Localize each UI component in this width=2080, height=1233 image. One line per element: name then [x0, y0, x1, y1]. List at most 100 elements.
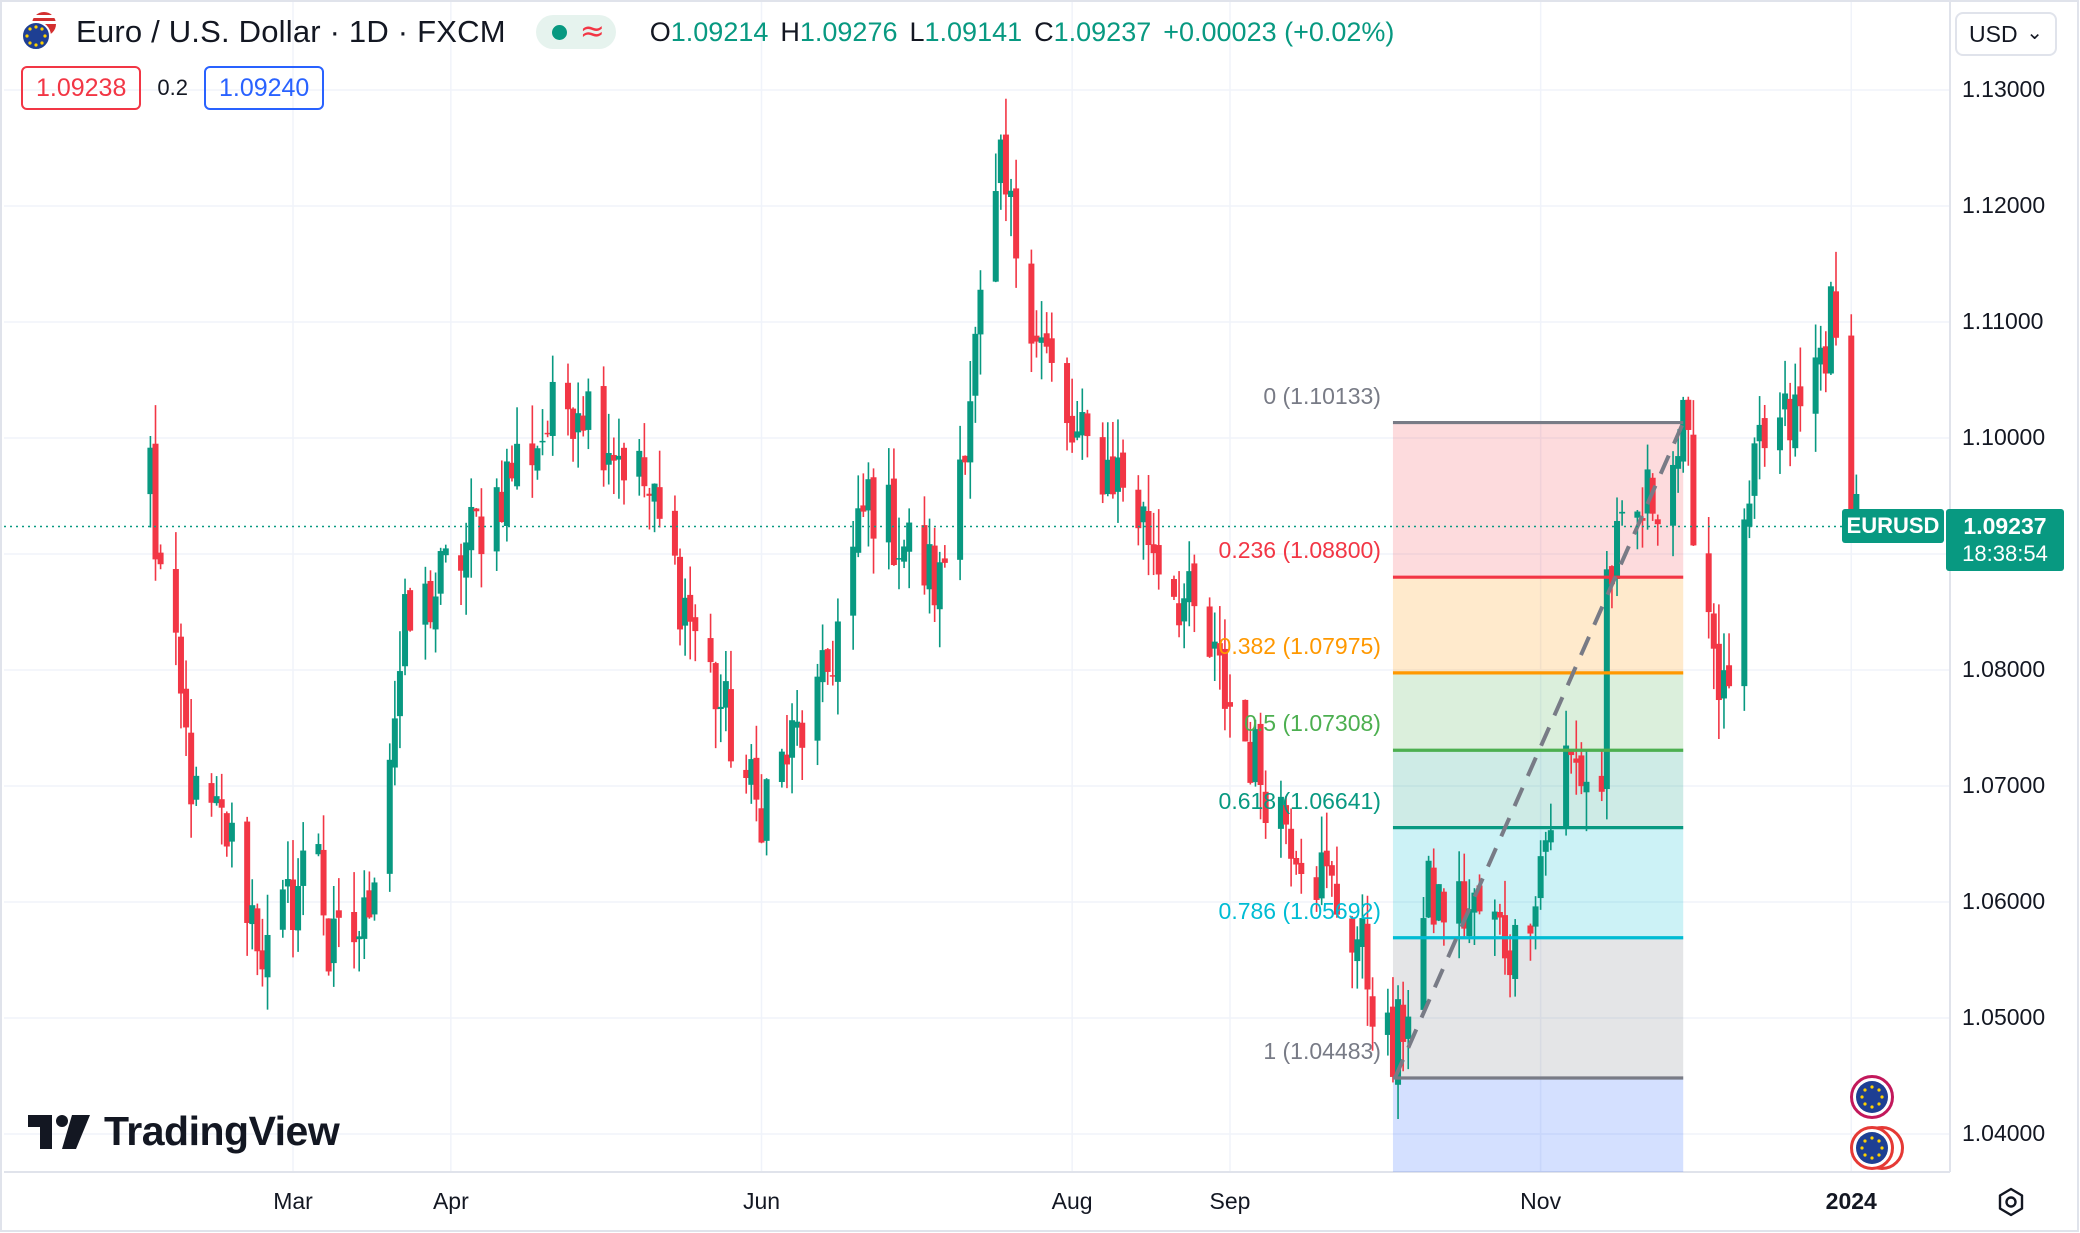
candle-body: [1135, 489, 1142, 529]
candle: [1532, 896, 1539, 950]
candle-body: [722, 681, 729, 708]
price-axis-label: 1.05000: [1962, 1004, 2046, 1030]
candle: [1043, 312, 1050, 354]
candle: [1456, 851, 1463, 959]
gear-icon[interactable]: [1996, 1187, 2026, 1217]
candle-body: [1389, 1006, 1396, 1077]
candle: [244, 816, 251, 956]
buy-button[interactable]: 1.09240: [203, 66, 325, 110]
candle: [320, 815, 327, 936]
candle: [1751, 437, 1758, 519]
candle: [468, 478, 475, 578]
last-price-tag: 1.09237 18:38:54: [1946, 509, 2064, 571]
candle: [1817, 325, 1824, 391]
candle-body: [1013, 188, 1020, 259]
candle-body: [279, 889, 286, 930]
candle: [493, 478, 500, 571]
high-label: H: [780, 16, 800, 47]
candle-body: [1104, 459, 1111, 494]
candle: [671, 495, 678, 565]
candle-body: [748, 759, 755, 785]
symbol-flag-icon[interactable]: [18, 10, 62, 54]
candle-body: [921, 525, 928, 586]
candle: [325, 918, 332, 976]
economic-event-eu-icon[interactable]: [1850, 1126, 1894, 1170]
time-axis-label: Aug: [1051, 1188, 1093, 1214]
candle: [1247, 721, 1254, 785]
data-delay-icon: ≈: [579, 14, 605, 49]
candle: [361, 870, 368, 960]
candle-body: [671, 510, 678, 556]
tradingview-logo[interactable]: TradingView: [28, 1108, 340, 1155]
candle: [1812, 324, 1819, 452]
candle: [605, 413, 612, 485]
candle: [1690, 400, 1697, 547]
candle-body: [402, 594, 409, 667]
candle-body: [1761, 418, 1768, 449]
candle-body: [1216, 643, 1223, 656]
candle-body: [1155, 545, 1162, 575]
candle-body: [172, 569, 179, 633]
candle: [707, 613, 714, 673]
candle-body: [1176, 603, 1183, 626]
candle-body: [183, 688, 190, 728]
candle: [1323, 812, 1330, 889]
fib-level-label: 0.382 (1.07975): [1218, 632, 1381, 659]
candle-body: [1242, 699, 1249, 742]
candle-body: [656, 487, 663, 519]
candle-body: [1430, 867, 1437, 925]
candle-body: [208, 783, 215, 803]
candle: [1507, 934, 1514, 998]
candle-body: [330, 918, 337, 964]
market-status-pill[interactable]: ≈: [535, 14, 616, 49]
candle: [442, 544, 449, 563]
currency-select[interactable]: USD ⌄: [1955, 12, 2057, 56]
candle-body: [1792, 394, 1799, 449]
candle-body: [1466, 909, 1473, 937]
candle: [1191, 554, 1198, 633]
time-axis-label: Nov: [1520, 1188, 1562, 1214]
candle: [1680, 396, 1687, 473]
candle-body: [1853, 494, 1860, 510]
candle-body: [692, 617, 699, 632]
candle-body: [1720, 670, 1727, 699]
sell-button[interactable]: 1.09238: [21, 66, 142, 110]
low-label: L: [909, 16, 925, 47]
candle-body: [901, 546, 908, 562]
last-price-value: 1.09237: [1963, 513, 2047, 539]
candle-body: [1328, 865, 1335, 876]
candle: [259, 918, 266, 987]
candle: [564, 363, 571, 436]
candle: [279, 879, 286, 938]
candle: [1496, 903, 1503, 935]
candle: [152, 405, 159, 581]
candle-body: [1710, 613, 1717, 649]
candle: [228, 802, 235, 868]
candle-body: [1619, 511, 1626, 514]
symbol-header: Euro / U.S. Dollar · 1D · FXCM ≈ O 1.0921…: [18, 8, 1394, 56]
candle-body: [1313, 877, 1320, 900]
candle-body: [819, 650, 826, 683]
bar-countdown: 18:38:54: [1962, 541, 2048, 566]
candle-body: [244, 821, 251, 923]
candle-body: [682, 597, 689, 626]
fib-zone: [1392, 937, 1684, 1078]
candle-body: [386, 759, 393, 874]
candle: [473, 507, 480, 517]
symbol-title[interactable]: Euro / U.S. Dollar · 1D · FXCM: [76, 14, 506, 49]
high-value: 1.09276: [799, 16, 898, 47]
candle: [1277, 780, 1284, 858]
candle-body: [1563, 745, 1570, 828]
candle: [371, 877, 378, 921]
candle-body: [1776, 417, 1783, 451]
candle-body: [651, 483, 658, 502]
candle: [712, 661, 719, 749]
candle: [1150, 512, 1157, 576]
ohlc-values: O 1.09214 H 1.09276 L 1.09141 C 1.09237 +0.0…: [650, 17, 1395, 48]
open-label: O: [649, 16, 671, 47]
candle: [615, 418, 622, 499]
fib-zone: [1392, 750, 1684, 828]
economic-event-eu-icon[interactable]: [1850, 1075, 1894, 1119]
candle-body: [1440, 891, 1447, 923]
